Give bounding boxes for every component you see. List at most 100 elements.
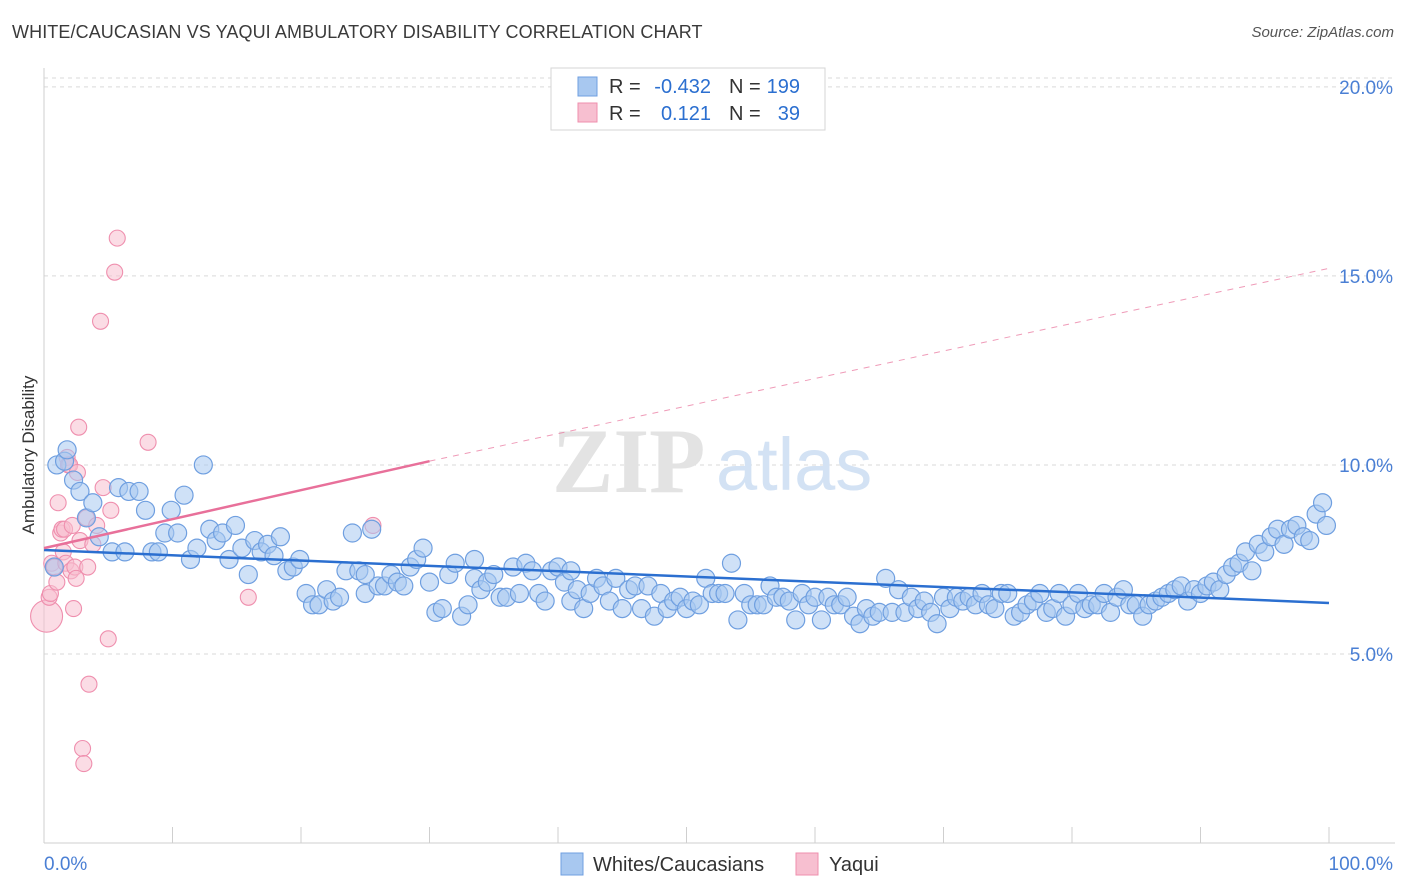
x-tick-label: 100.0% — [1329, 854, 1394, 875]
whites-point — [83, 493, 103, 513]
whites-point — [193, 455, 213, 475]
y-tick-label: 5.0% — [1350, 645, 1393, 666]
legend-r-value-1: -0.432 — [654, 76, 711, 98]
y-axis-title: Ambulatory Disability — [19, 375, 38, 534]
yaqui-point — [70, 418, 88, 436]
yaqui-point — [65, 600, 83, 618]
legend-n-label-1: N = — [729, 76, 761, 98]
yaqui-point — [102, 501, 120, 519]
whites-point — [721, 553, 742, 573]
whites-point — [270, 527, 291, 547]
whites-point — [1316, 515, 1337, 536]
legend-n-value-2: 39 — [778, 103, 800, 125]
whites-point — [998, 583, 1018, 604]
y-tick-label: 20.0% — [1339, 78, 1393, 99]
whites-point — [689, 595, 709, 615]
watermark-zip: ZIP — [552, 410, 705, 512]
whites-point — [413, 538, 433, 558]
yaqui-point — [49, 494, 67, 512]
whites-point — [927, 614, 947, 634]
whites-point — [484, 564, 504, 585]
whites-point — [786, 610, 806, 630]
whites-point — [432, 599, 452, 619]
whites-point — [187, 538, 207, 558]
whites-point — [445, 553, 465, 573]
whites-point — [612, 599, 632, 619]
yaqui-point — [67, 569, 85, 587]
whites-point — [238, 564, 258, 585]
legend-label-whites: Whites/Caucasians — [593, 854, 764, 876]
whites-point — [174, 485, 194, 505]
whites-point — [1242, 561, 1262, 581]
whites-point — [148, 542, 168, 562]
yaqui-point — [74, 739, 92, 758]
whites-point — [419, 572, 440, 592]
whites-point — [876, 568, 896, 588]
series-legend: Whites/Caucasians Yaqui — [560, 852, 879, 876]
whites-point — [168, 523, 188, 543]
yaqui-point — [139, 433, 157, 451]
whites-point — [464, 549, 485, 570]
whites-point — [509, 583, 530, 604]
series-yaqui-points — [30, 229, 382, 773]
legend-r-label-2: R = — [609, 103, 641, 125]
watermark-atlas: atlas — [716, 423, 872, 506]
whites-point — [44, 557, 64, 577]
yaqui-point — [99, 630, 117, 648]
whites-point — [219, 549, 239, 570]
axes — [43, 68, 1395, 844]
yaqui-point — [79, 558, 97, 576]
whites-point — [458, 595, 478, 615]
yaqui-point — [80, 675, 98, 693]
legend-r-label-1: R = — [609, 76, 641, 98]
watermark: ZIP atlas — [552, 410, 872, 512]
yaqui-point — [106, 263, 124, 281]
whites-point — [1312, 493, 1333, 513]
whites-point — [394, 576, 414, 596]
yaqui-point — [91, 312, 110, 330]
legend-swatch-blue — [577, 76, 598, 97]
legend-n-label-2: N = — [729, 103, 761, 125]
yaqui-point — [63, 516, 81, 534]
whites-trend-line — [43, 548, 1330, 605]
trend-lines — [43, 267, 1330, 605]
whites-point — [342, 523, 362, 543]
whites-point — [129, 481, 149, 502]
whites-point — [355, 564, 375, 585]
whites-point — [535, 591, 555, 611]
whites-point — [362, 519, 382, 539]
y-tick-label: 10.0% — [1339, 456, 1393, 477]
yaqui-point — [239, 588, 257, 606]
yaqui-trend-extension — [429, 267, 1330, 462]
chart-title: WHITE/CAUCASIAN VS YAQUI AMBULATORY DISA… — [12, 22, 703, 42]
whites-point — [57, 440, 77, 460]
chart-source: Source: ZipAtlas.com — [1251, 24, 1394, 41]
whites-point — [837, 587, 857, 607]
whites-point — [135, 500, 156, 520]
yaqui-point — [75, 755, 93, 773]
yaqui-trend-line — [43, 459, 430, 550]
yaqui-point — [48, 573, 66, 591]
legend-swatch-yaqui — [795, 852, 819, 876]
x-tick-label: 0.0% — [44, 854, 87, 875]
legend-n-value-1: 199 — [767, 76, 800, 98]
whites-point — [1049, 583, 1069, 604]
whites-point — [225, 515, 246, 536]
whites-point — [70, 481, 90, 502]
whites-point — [728, 610, 748, 630]
legend-swatch-pink — [577, 102, 598, 123]
yaqui-point — [94, 479, 112, 497]
yaqui-point — [108, 229, 126, 247]
whites-point — [811, 610, 832, 630]
whites-point — [1030, 583, 1050, 604]
whites-point — [329, 587, 350, 607]
whites-point — [264, 546, 284, 566]
legend-r-value-2: 0.121 — [661, 103, 711, 125]
y-tick-labels: 5.0% 10.0% 15.0% 20.0% — [1339, 78, 1393, 666]
x-tick-labels: 0.0% 100.0% — [44, 854, 1393, 875]
whites-point — [715, 583, 735, 604]
y-tick-label: 15.0% — [1339, 267, 1393, 288]
legend-swatch-whites — [560, 852, 584, 876]
whites-point — [1300, 530, 1320, 551]
